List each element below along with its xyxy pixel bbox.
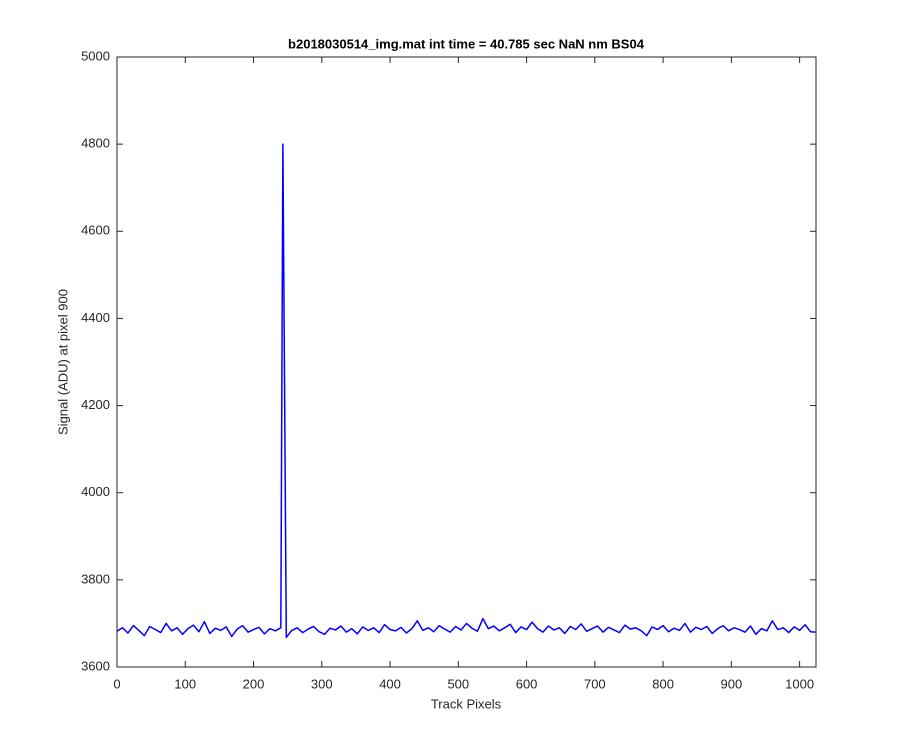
y-tick-label: 5000	[81, 48, 110, 63]
y-tick-label: 4800	[81, 136, 110, 151]
x-tick-label: 700	[584, 676, 606, 691]
x-axis-label: Track Pixels	[431, 696, 502, 711]
y-tick-label: 4400	[81, 310, 110, 325]
x-tick-label: 100	[174, 676, 196, 691]
y-tick-label: 3600	[81, 658, 110, 673]
y-tick-label: 4000	[81, 484, 110, 499]
x-tick-label: 800	[652, 676, 674, 691]
x-tick-label: 200	[243, 676, 265, 691]
chart-title: b2018030514_img.mat int time = 40.785 se…	[288, 36, 645, 51]
plot-area	[117, 57, 816, 667]
x-tick-label: 600	[516, 676, 538, 691]
y-axis-label: Signal (ADU) at pixel 900	[55, 289, 70, 435]
x-tick-label: 400	[379, 676, 401, 691]
axes-box	[116, 56, 817, 668]
x-tick-label: 300	[311, 676, 333, 691]
y-tick-label: 4200	[81, 397, 110, 412]
x-tick-label: 0	[113, 676, 120, 691]
data-line	[116, 143, 816, 639]
y-tick-label: 4600	[81, 223, 110, 238]
x-tick-label: 900	[721, 676, 743, 691]
y-tick-label: 3800	[81, 571, 110, 586]
x-tick-label: 1000	[785, 676, 814, 691]
x-tick-label: 500	[447, 676, 469, 691]
